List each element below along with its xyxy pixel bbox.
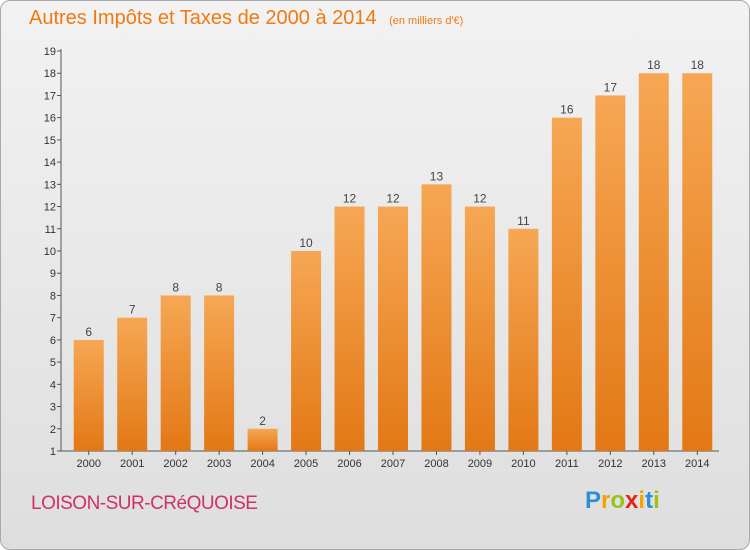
y-tick-label: 5 [50,357,56,369]
y-tick-label: 11 [45,224,56,236]
bar [204,295,235,451]
bar [247,428,278,451]
bar-value-label: 12 [343,192,357,206]
y-tick-label: 14 [44,157,56,169]
bar [508,228,539,451]
bar [334,206,365,451]
bar-value-label: 16 [560,103,574,117]
x-tick-label: 2006 [337,458,361,470]
y-tick-label: 19 [44,46,56,58]
bar [595,95,626,451]
x-tick-label: 2010 [511,458,535,470]
x-tick-label: 2004 [250,458,274,470]
bar-value-label: 11 [517,214,530,228]
x-tick-label: 2012 [598,458,622,470]
x-tick-label: 2005 [294,458,318,470]
x-tick-label: 2013 [642,458,666,470]
x-tick-label: 2003 [207,458,231,470]
bar-value-label: 10 [299,236,313,250]
y-tick-label: 6 [50,335,56,347]
x-tick-label: 2011 [555,458,579,470]
y-tick-label: 16 [44,113,56,125]
chart-title: Autres Impôts et Taxes de 2000 à 2014 (e… [29,7,463,30]
bar-value-label: 17 [604,80,618,94]
brand-letter: r [601,487,611,514]
x-tick-label: 2000 [76,458,100,470]
y-tick-label: 1 [50,446,56,458]
brand-letter: i [638,487,646,514]
y-tick-label: 3 [50,402,56,414]
brand-letter: x [625,487,639,514]
chart-unit-note: (en milliers d'€) [389,15,464,27]
bar-value-label: 8 [172,280,179,294]
bar-value-label: 18 [691,58,705,72]
bar [378,206,408,451]
y-tick-label: 8 [50,290,56,302]
bar-value-label: 6 [85,325,92,339]
city-name: LOISON-SUR-CRéQUOISE [31,493,258,514]
bar-value-label: 7 [129,303,136,317]
bar-value-label: 2 [259,414,266,428]
y-tick-label: 10 [44,246,56,258]
chart-title-text: Autres Impôts et Taxes de 2000 à 2014 [29,7,377,29]
bar-value-label: 8 [216,280,223,294]
brand-letter: i [653,487,660,514]
bar [421,184,452,452]
brand-letter: P [585,487,602,514]
x-tick-label: 2002 [163,458,187,470]
y-tick-label: 13 [44,179,56,191]
x-tick-label: 2009 [468,458,492,470]
x-tick-label: 2001 [120,458,144,470]
bar-value-label: 18 [647,58,661,72]
bar [682,73,713,451]
x-tick-label: 2007 [381,458,405,470]
bar-value-label: 12 [473,192,487,206]
bar [73,339,104,451]
bar [551,117,582,452]
bar [291,251,322,451]
brand-letter: o [610,487,626,514]
y-tick-label: 4 [50,379,56,391]
y-tick-label: 17 [44,90,56,102]
y-tick-label: 18 [44,68,56,80]
bar-value-label: 12 [386,192,400,206]
y-tick-label: 15 [44,135,56,147]
y-tick-label: 9 [50,268,56,280]
brand-logo: Proxiti [585,487,660,515]
y-tick-label: 2 [50,424,56,436]
bar [117,317,148,451]
y-tick-label: 7 [50,313,56,325]
x-tick-label: 2008 [424,458,448,470]
bar [638,73,669,451]
bar [464,206,495,451]
bar-value-label: 13 [430,169,444,183]
bar [160,295,191,451]
x-tick-label: 2014 [685,458,709,470]
y-tick-label: 12 [44,202,56,214]
brand-letter: t [645,487,654,514]
